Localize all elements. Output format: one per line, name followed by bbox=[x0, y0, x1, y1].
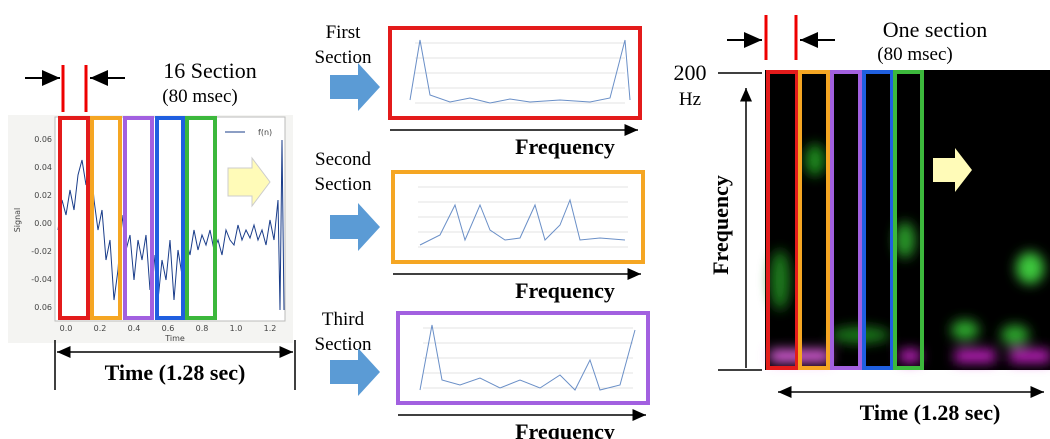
section-box bbox=[90, 116, 122, 320]
section-box bbox=[798, 70, 830, 370]
x-tick-label: 1.2 bbox=[264, 324, 277, 333]
title: One section bbox=[883, 17, 987, 42]
y-tick-label: -0.04 bbox=[31, 275, 52, 284]
section-label: Section bbox=[315, 174, 372, 195]
y-ticks: 0.06 0.04 0.02 0.00 -0.02 -0.04 0.06 bbox=[31, 135, 52, 312]
title: 16 Section bbox=[163, 58, 257, 83]
y-label: Signal bbox=[13, 208, 22, 233]
middle-panel: First Section Frequency Second Section Freque… bbox=[315, 22, 650, 439]
spectrogram bbox=[765, 70, 1050, 370]
spectrum bbox=[419, 198, 626, 246]
x-tick-label: 0.2 bbox=[94, 324, 107, 333]
section-box bbox=[766, 70, 799, 370]
section-box bbox=[58, 116, 90, 320]
x-tick-label: 0.0 bbox=[60, 324, 73, 333]
y-label: Frequency bbox=[708, 175, 733, 275]
section-box bbox=[185, 116, 217, 320]
right-panel: One section (80 msec) 200 Hz Frequency T… bbox=[674, 15, 1050, 425]
y-tick-label: 0.00 bbox=[34, 219, 52, 228]
x-ticks: 0.0 0.2 0.4 0.6 0.8 1.0 1.2 bbox=[60, 324, 277, 333]
time-label: Time (1.28 sec) bbox=[105, 360, 246, 385]
section-label: Second bbox=[315, 149, 371, 170]
x-tick-label: 0.6 bbox=[162, 324, 175, 333]
subtitle: (80 msec) bbox=[162, 86, 237, 107]
axis-label: Frequency bbox=[515, 278, 615, 303]
section-label: Section bbox=[315, 47, 372, 68]
section-box bbox=[893, 70, 924, 370]
spectrum bbox=[409, 39, 631, 104]
legend: f(n) bbox=[258, 128, 272, 137]
x-tick-label: 0.8 bbox=[196, 324, 209, 333]
blue-arrow bbox=[330, 203, 380, 251]
time-label: Time (1.28 sec) bbox=[860, 400, 1001, 425]
freq-unit: Hz bbox=[679, 89, 701, 110]
y-tick-label: 0.02 bbox=[34, 191, 52, 200]
section-label: First bbox=[326, 22, 362, 43]
x-tick-label: 1.0 bbox=[230, 324, 243, 333]
subtitle: (80 msec) bbox=[877, 44, 952, 65]
x-tick-label: 0.4 bbox=[128, 324, 141, 333]
y-tick-label: -0.02 bbox=[31, 247, 52, 256]
left-panel: 16 Section (80 msec) 0.06 0.04 0.02 0.00 -0.… bbox=[8, 58, 296, 390]
section-box bbox=[862, 70, 894, 370]
signal bbox=[57, 139, 285, 311]
axis-label: Frequency bbox=[515, 134, 615, 159]
y-tick-label: 0.06 bbox=[34, 303, 52, 312]
yellow-arrow bbox=[227, 156, 271, 208]
section-box bbox=[830, 70, 862, 370]
x-label: Time bbox=[164, 334, 185, 343]
section-box bbox=[123, 116, 154, 320]
section-label: Section bbox=[315, 334, 372, 355]
section-box bbox=[155, 116, 185, 320]
section-label: Third bbox=[322, 309, 365, 330]
yellow-arrow bbox=[933, 148, 972, 192]
spectrum bbox=[419, 324, 636, 391]
y-tick-label: 0.06 bbox=[34, 135, 52, 144]
freq-max: 200 bbox=[674, 60, 707, 85]
y-tick-label: 0.04 bbox=[34, 163, 52, 172]
blue-arrow bbox=[330, 348, 380, 396]
axis-label: Frequency bbox=[515, 419, 615, 439]
blue-arrow bbox=[330, 63, 380, 111]
